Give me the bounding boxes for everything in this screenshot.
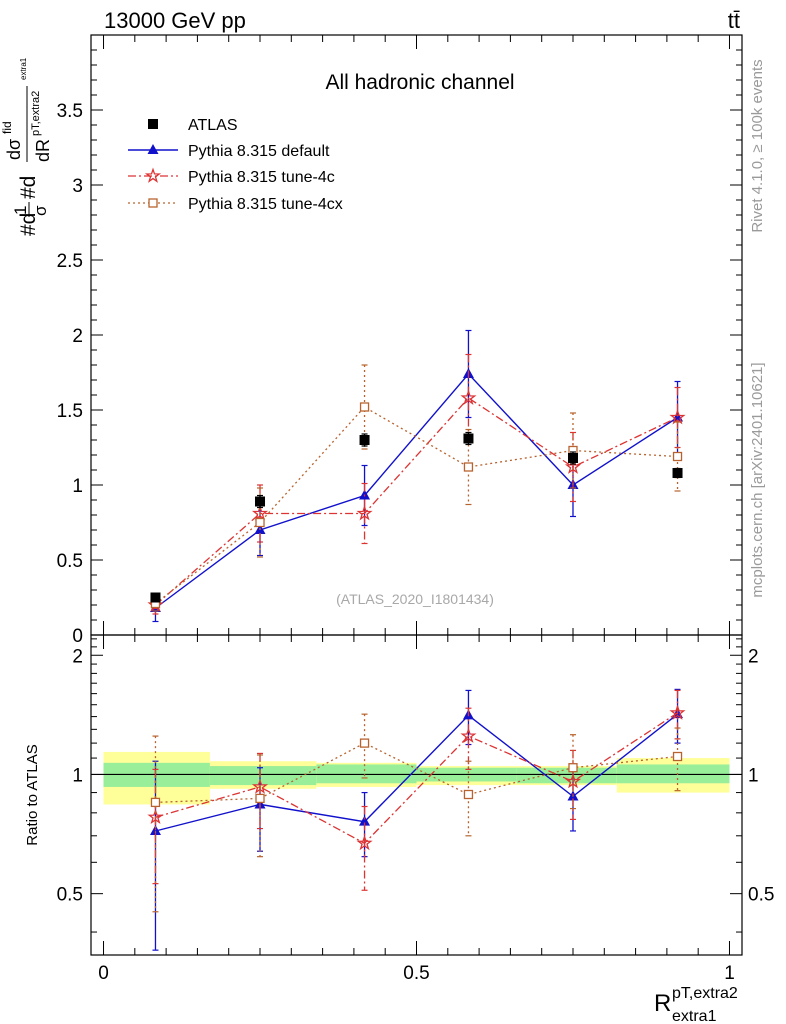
legend-label: Pythia 8.315 default	[188, 143, 330, 160]
data-point-triangle	[359, 815, 371, 826]
xlabel-sup: pT,extra2	[672, 985, 738, 1002]
ratio-x-tick-label: 0	[98, 963, 109, 984]
ratio-y-tick-label-right: 2	[748, 646, 759, 667]
ylabel-mid: #d	[17, 176, 40, 199]
header-process-label: tt̄	[728, 8, 740, 33]
ratio-series-triangle	[149, 688, 684, 951]
ratio-uncertainty-bands	[103, 751, 730, 805]
legend-label: Pythia 8.315 tune-4c	[188, 169, 335, 186]
data-point-triangle	[147, 144, 159, 154]
ratio-y-tick-label: 0.5	[57, 885, 83, 906]
data-point-open-square	[255, 517, 265, 528]
xlabel-sub: extra1	[672, 1008, 717, 1024]
data-point-square	[359, 435, 370, 445]
ratio-series-star	[147, 689, 686, 891]
ylabel-den-subsub: extra1	[19, 57, 28, 80]
data-point-square	[567, 453, 578, 463]
main-y-tick-label: 2	[72, 326, 83, 347]
legend-label: ATLAS	[188, 117, 238, 134]
axes: 0 0.5 1 1.5 2 2.5 3 3.5 0 0.5 1 0.5 0.5 1 1 2 2	[57, 35, 774, 984]
main-y-tick-label: 1	[72, 476, 83, 497]
data-point-open-square	[359, 402, 370, 412]
main-series-star	[147, 353, 686, 615]
ylabel-one: 1	[11, 206, 30, 215]
data-point-open-square	[150, 797, 161, 808]
main-y-tick-label: 0	[72, 626, 83, 647]
ratio-x-tick-label: 1	[724, 963, 735, 984]
ylabel-den: dR	[33, 139, 53, 162]
main-y-tick-label: 3.5	[57, 101, 83, 122]
data-point-star	[144, 167, 162, 183]
main-y-tick-label: 3	[72, 176, 83, 197]
ratio-band-inner	[516, 767, 617, 784]
ratio-y-tick-label-right: 0.5	[748, 885, 774, 906]
data-point-open-square	[463, 789, 474, 800]
data-point-star	[251, 504, 269, 521]
data-point-open-square	[359, 738, 370, 748]
ylabel-num-sup: fid	[0, 121, 14, 134]
ylabel-num: dσ	[4, 139, 24, 160]
ratio-y-tick-label: 1	[72, 765, 83, 786]
data-point-star	[356, 834, 373, 851]
xlabel-main: R	[654, 990, 671, 1017]
chart-title: All hadronic channel	[325, 71, 514, 94]
data-point-open-square	[568, 763, 578, 773]
data-point-square	[463, 433, 474, 444]
main-series-layer	[147, 329, 686, 623]
main-series-line	[155, 372, 678, 609]
ylabel-prefix: #d	[17, 213, 40, 236]
ratio-band-inner	[209, 766, 317, 786]
main-series-triangle	[149, 329, 684, 623]
main-y-tick-label: 0.5	[57, 551, 83, 572]
data-point-open-square	[463, 462, 474, 472]
data-point-star	[460, 389, 477, 405]
ylabel-sigma: σ	[31, 205, 50, 216]
data-point-star	[251, 778, 269, 794]
data-point-open-square	[672, 451, 683, 462]
rivet-version-label: Rivet 4.1.0, ≥ 100k events	[749, 59, 766, 232]
ratio-series-line	[155, 742, 678, 804]
main-y-tick-label: 2.5	[57, 251, 83, 272]
ratio-series-layer	[147, 688, 686, 951]
data-point-open-square	[148, 198, 158, 208]
main-y-axis-label: #d 1 σ #d dσ fid dR pT,extra2 extra1	[0, 57, 53, 236]
main-y-tick-label: 1.5	[57, 401, 83, 422]
ratio-y-axis-label: Ratio to ATLAS	[24, 744, 41, 845]
ylabel-den-sub: pT,extra2	[30, 91, 42, 136]
data-point-open-square	[255, 793, 265, 804]
analysis-watermark: (ATLAS_2020_I1801434)	[336, 591, 494, 607]
data-point-square	[148, 119, 158, 129]
ratio-y-tick-label-right: 1	[748, 765, 759, 786]
data-point-open-square	[672, 751, 683, 762]
x-axis-label: R pT,extra2 extra1	[654, 985, 738, 1024]
header-energy-label: 13000 GeV pp	[104, 8, 246, 33]
legend: ATLAS Pythia 8.315 default Pythia 8.315 tu…	[128, 117, 343, 213]
data-point-square	[150, 592, 161, 603]
legend-label: Pythia 8.315 tune-4cx	[188, 196, 343, 213]
data-point-star	[147, 808, 164, 825]
main-series-line	[155, 397, 678, 606]
data-point-square	[672, 468, 683, 478]
main-series-square	[150, 431, 683, 603]
data-point-star	[564, 772, 582, 789]
data-point-star	[669, 409, 686, 425]
ratio-series-open-square	[150, 713, 683, 913]
main-series-line	[155, 406, 678, 605]
data-point-square	[255, 496, 266, 507]
ratio-x-tick-label: 0.5	[403, 963, 429, 984]
main-series-open-square	[150, 364, 683, 612]
data-point-star	[669, 704, 686, 720]
mcplots-label: mcplots.cern.ch [arXiv:2401.10621]	[749, 362, 766, 597]
data-point-star	[356, 505, 373, 521]
data-point-star	[460, 727, 477, 743]
ratio-y-tick-label: 2	[72, 646, 83, 667]
